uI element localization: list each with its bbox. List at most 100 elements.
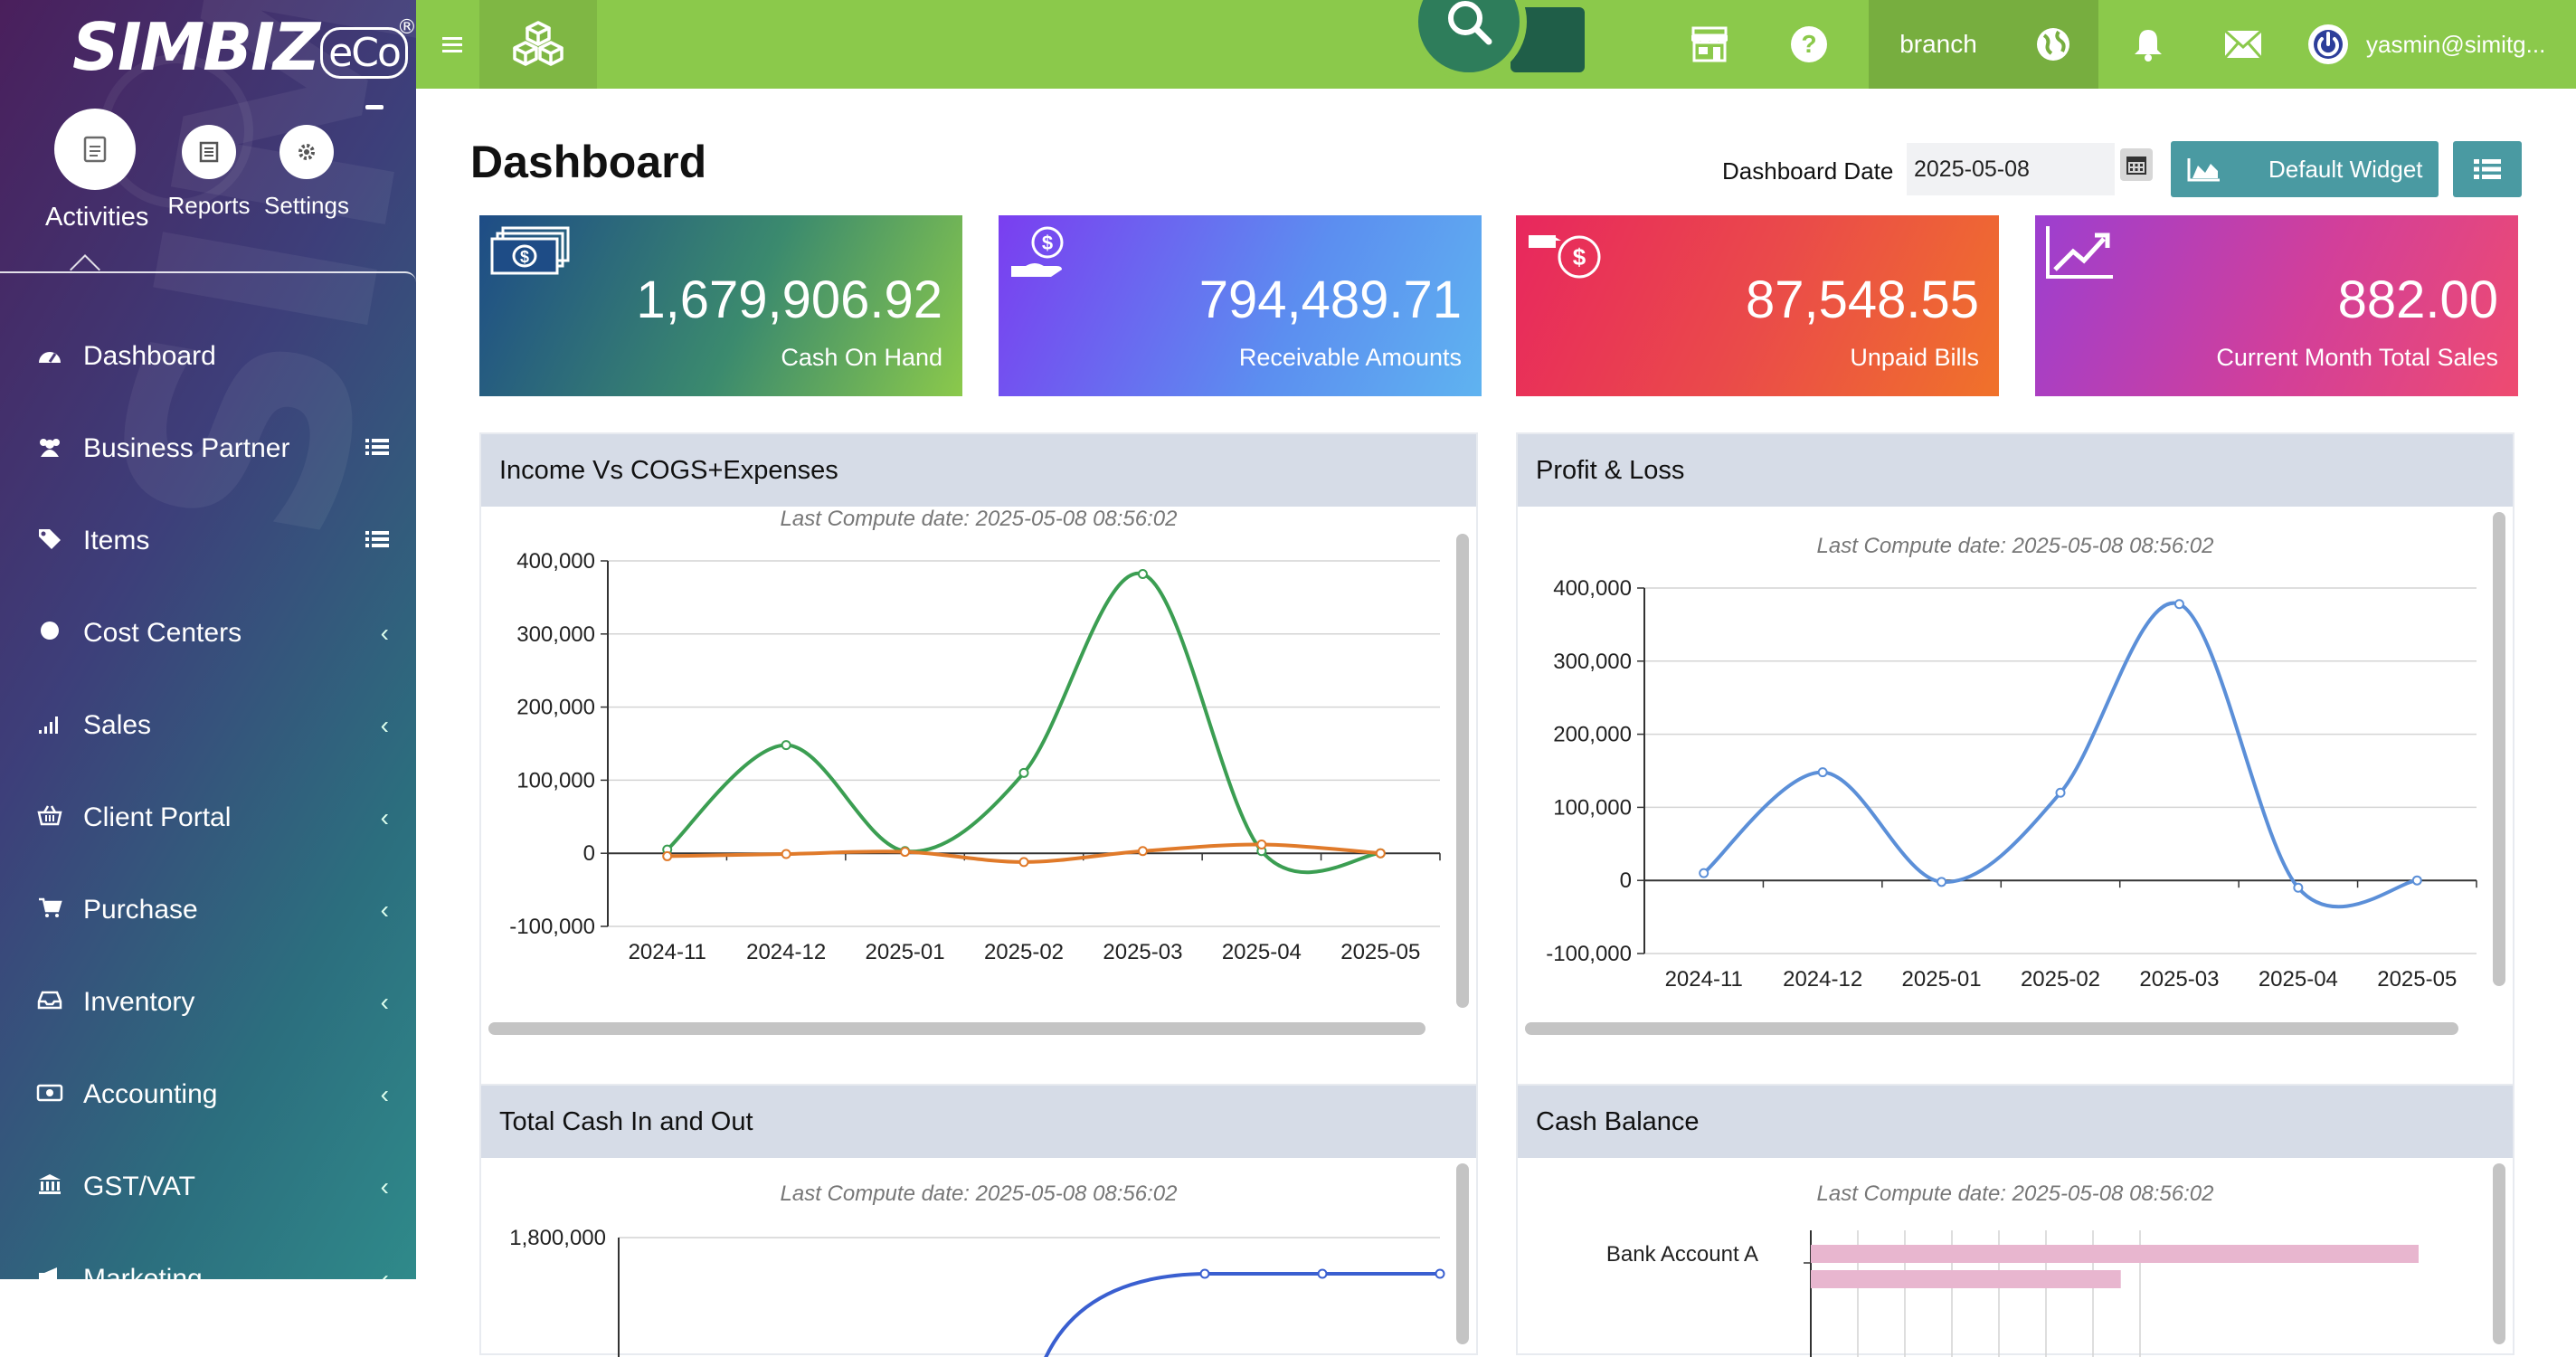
horizontal-scrollbar[interactable] [488,1022,1425,1035]
x-tick-label: 2025-05 [2377,967,2457,992]
sidebar-item-label: Marketing [83,1264,203,1279]
global-search[interactable] [1411,0,1585,80]
sidebar-item-accounting[interactable]: Accounting ‹ [0,1049,416,1140]
x-tick-label: 2025-04 [1222,940,1302,964]
tab-settings[interactable]: Settings [257,125,356,220]
widget-list-button[interactable] [2453,141,2522,197]
chevron-left-icon[interactable]: ‹ [380,803,389,831]
bullhorn-icon [36,1266,63,1279]
sidebar-item-business-partner[interactable]: Business Partner [0,403,416,494]
data-point [1435,1268,1445,1279]
last-compute-date: Last Compute date: 2025-05-08 08:56:02 [780,507,1178,531]
cart-icon [36,897,63,925]
current-month-sales-card[interactable]: 882.00 Current Month Total Sales [2035,215,2518,396]
last-compute-date: Last Compute date: 2025-05-08 08:56:02 [1816,1181,2214,1206]
sidebar-item-cost-centers[interactable]: Cost Centers ‹ [0,588,416,678]
tags-icon [36,527,63,555]
sidebar-item-label: Business Partner [83,433,290,463]
tab-label: Reports [167,192,251,219]
sidebar-item-label: Cost Centers [83,618,242,648]
cash-on-hand-card[interactable]: $ 1,679,906.92 Cash On Hand [479,215,962,396]
inbox-icon [36,989,63,1017]
default-widget-button[interactable]: Default Widget [2171,141,2439,197]
modules-button[interactable] [479,0,597,89]
horizontal-scrollbar[interactable] [1525,1022,2458,1035]
x-tick-label: 2025-02 [984,940,1064,964]
x-tick-label: 2024-12 [746,940,826,964]
data-point [1317,1268,1328,1279]
chevron-left-icon[interactable]: ‹ [380,619,389,647]
card-caption: Cash On Hand [781,344,942,371]
top-bar: ? branch yasmin@simitg... [416,0,2576,89]
tab-label: Settings [264,192,349,219]
data-point [2411,875,2422,886]
app-logo[interactable]: SIMBIZ eCo ® [72,9,416,85]
chevron-left-icon[interactable]: ‹ [380,711,389,739]
search-icon[interactable] [1411,0,1527,80]
data-point [1375,848,1386,859]
dashboard-date-input[interactable]: 2025-05-08 [1907,143,2115,195]
store-button[interactable] [1664,0,1755,89]
store-icon [1691,26,1728,62]
power-icon [2308,24,2348,64]
tab-reports[interactable]: Reports [159,125,259,220]
sidebar-item-marketing[interactable]: Marketing ‹ [0,1234,416,1279]
vertical-scrollbar[interactable] [2493,512,2505,986]
tab-activities[interactable]: Activities [45,109,149,232]
calendar-icon[interactable] [2120,148,2153,181]
sidebar-item-client-portal[interactable]: Client Portal ‹ [0,773,416,863]
data-point [1018,767,1029,778]
y-tick-label: 300,000 [516,622,595,647]
sidebar-item-label: Items [83,526,150,555]
help-button[interactable]: ? [1764,0,1854,89]
unpaid-bills-card[interactable]: $ 87,548.55 Unpaid Bills [1516,215,1999,396]
y-tick-label: Bank Account A [1606,1242,1758,1267]
notifications-button[interactable] [2107,0,2189,89]
chevron-left-icon[interactable]: ‹ [380,988,389,1016]
chevron-left-icon[interactable]: ‹ [380,896,389,924]
list-icon [2474,159,2501,179]
vertical-scrollbar[interactable] [1456,534,1469,1008]
user-email: yasmin@simitg... [2366,30,2546,58]
last-compute-date: Last Compute date: 2025-05-08 08:56:02 [780,1181,1178,1206]
vertical-scrollbar[interactable] [2493,1163,2505,1344]
sidebar-item-label: Sales [83,710,152,740]
basket-icon [36,804,63,832]
sidebar-item-items[interactable]: Items [0,496,416,586]
receivable-amounts-card[interactable]: $ 794,489.71 Receivable Amounts [999,215,1482,396]
chevron-left-icon[interactable]: ‹ [380,1172,389,1200]
user-menu[interactable]: yasmin@simitg... [2306,0,2576,89]
chevron-left-icon[interactable]: ‹ [380,1080,389,1108]
y-tick-label: -100,000 [1546,942,1632,966]
dashboard-icon [36,343,63,371]
x-tick-label: 2024-11 [1665,967,1743,992]
total-cash-panel: Total Cash In and Out Last Compute date:… [479,1084,1478,1357]
data-point [900,847,911,858]
vertical-scrollbar[interactable] [1456,1163,1469,1344]
sidebar-item-gst-vat[interactable]: GST/VAT ‹ [0,1142,416,1232]
sidebar-top-tabs: Activities Reports Settings [0,109,416,280]
language-button[interactable] [2008,0,2098,89]
logo-registered: ® [396,16,416,39]
branch-button[interactable]: branch [1869,0,2008,89]
list-icon[interactable] [365,434,389,463]
tab-label: Activities [45,203,149,232]
sidebar-item-sales[interactable]: Sales ‹ [0,680,416,771]
list-icon[interactable] [365,527,389,555]
chevron-left-icon[interactable]: ‹ [380,1265,389,1279]
income-line-chart: 400,000 300,000 200,000 100,000 0 -100,000 202… [509,549,1441,964]
minimize-sidebar-button[interactable] [365,105,384,109]
hamburger-menu-button[interactable] [434,0,470,89]
messages-button[interactable] [2198,0,2288,89]
sidebar-item-purchase[interactable]: Purchase ‹ [0,865,416,955]
bar [1811,1245,2419,1263]
x-tick-label: 2025-04 [2259,967,2338,992]
sidebar-item-inventory[interactable]: Inventory ‹ [0,957,416,1048]
users-icon [36,435,63,463]
y-tick-label: 300,000 [1553,650,1632,674]
sidebar-item-dashboard[interactable]: Dashboard [0,311,416,402]
bell-icon [2135,30,2162,62]
card-value: 882.00 [2337,270,2498,329]
data-point [2174,599,2184,610]
data-point [2055,787,2066,798]
